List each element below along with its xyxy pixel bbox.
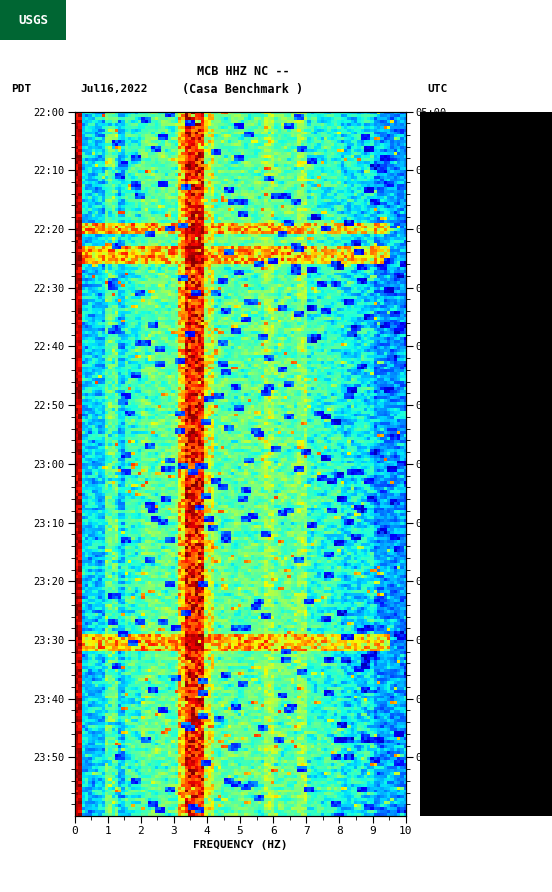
Text: (Casa Benchmark ): (Casa Benchmark ) xyxy=(182,83,304,95)
Text: PDT: PDT xyxy=(11,84,31,95)
X-axis label: FREQUENCY (HZ): FREQUENCY (HZ) xyxy=(193,840,288,850)
Text: USGS: USGS xyxy=(18,13,48,27)
Text: Jul16,2022: Jul16,2022 xyxy=(80,84,147,95)
Text: UTC: UTC xyxy=(428,84,448,95)
Text: MCB HHZ NC --: MCB HHZ NC -- xyxy=(197,65,289,78)
